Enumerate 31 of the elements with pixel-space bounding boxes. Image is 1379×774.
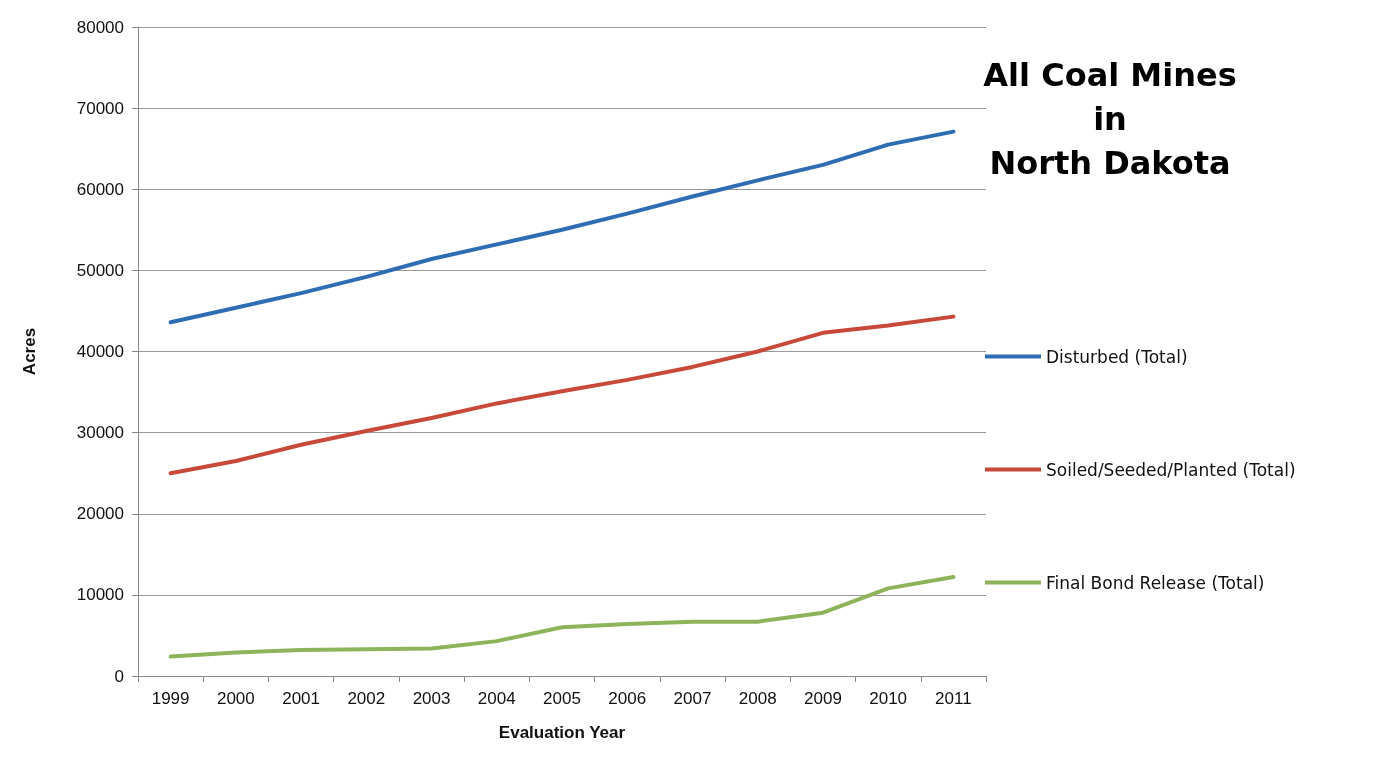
y-tick-label: 60000 [76,179,124,199]
y-tick-label: 0 [114,666,124,686]
x-tick-label: 2002 [347,689,386,708]
x-tick-label: 2000 [216,689,255,708]
y-tick-label: 40000 [76,342,124,361]
legend-label: Soiled/Seeded/Planted (Total) [1046,459,1296,480]
y-tick-label: 80000 [76,17,124,37]
y-tick-label: 70000 [76,98,124,118]
y-tick-label: 50000 [76,260,124,280]
y-tick-label: 20000 [76,504,124,524]
x-tick-label: 2008 [738,689,777,708]
legend-label: Disturbed (Total) [1046,346,1188,367]
line-series [168,314,956,476]
x-axis-title: Evaluation Year [498,723,626,742]
line-series [168,575,956,659]
x-tick-label: 2006 [608,689,647,708]
x-tick-label: 2011 [935,689,972,708]
y-tick-label: 10000 [76,585,124,605]
x-tick-label: 2005 [543,689,581,708]
y-axis-title: Acres [20,327,39,376]
x-tick-label: 2007 [673,689,712,708]
x-tick-label: 2004 [477,689,516,708]
text: All Coal Mines in North Dakota [983,56,1237,182]
line-series [168,129,956,325]
x-tick-label: 2010 [869,689,908,708]
y-tick-label: 30000 [76,423,124,443]
legend-label: Final Bond Release (Total) [1046,572,1265,593]
x-tick-label: 2003 [412,689,451,708]
x-tick-label: 2001 [282,689,320,708]
x-tick-label: 2009 [804,689,842,708]
x-tick-label: 1999 [151,689,190,708]
